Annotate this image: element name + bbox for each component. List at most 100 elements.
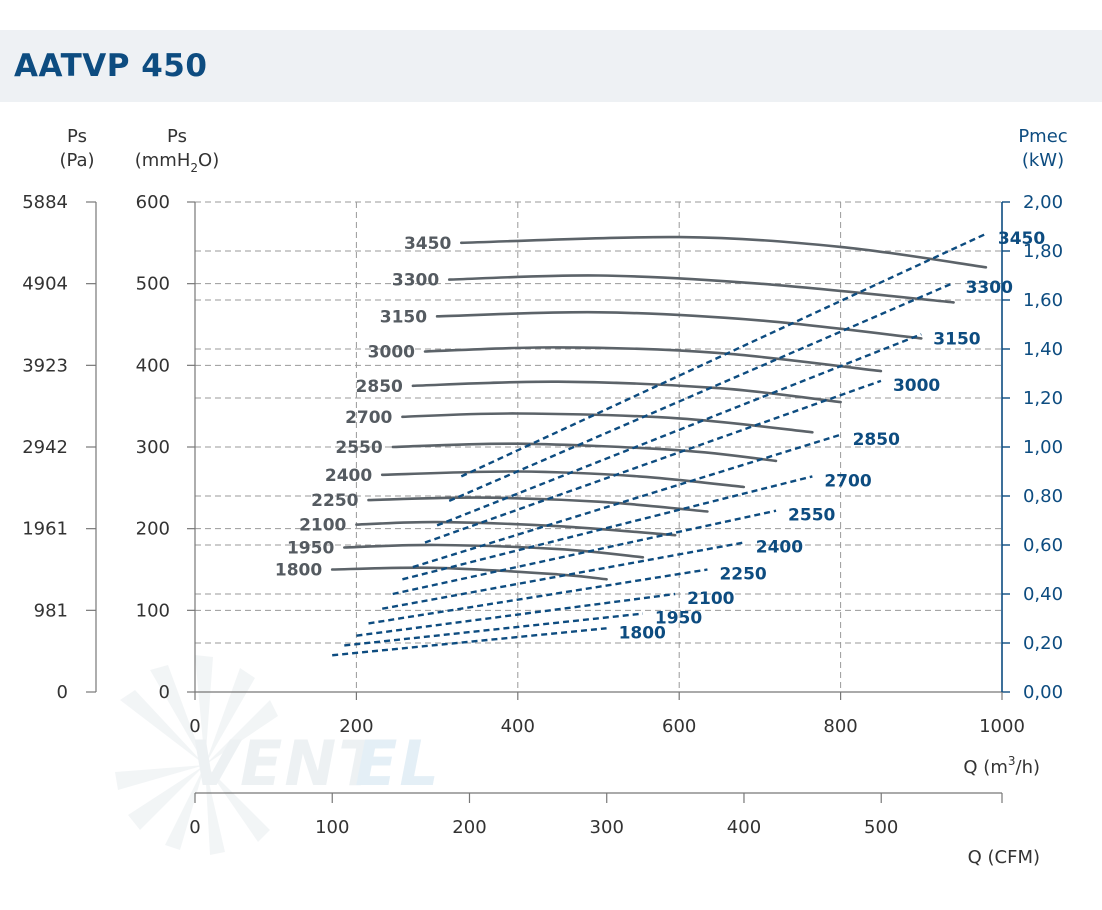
left-mmh2o-tick-label: 100 xyxy=(136,600,170,621)
pressure-curves: 3450 3300 3150 3000 2850 2700 2550 2400 2250 2100… xyxy=(275,234,988,581)
pressure-curve-label: 3150 xyxy=(380,307,427,327)
chart-grid xyxy=(195,201,1002,692)
left-mmh2o-axis-label: Ps xyxy=(167,126,187,147)
right-axis-tick-label: 1,40 xyxy=(1023,339,1063,360)
pressure-curve-label: 3300 xyxy=(392,271,439,291)
pressure-curve-1800 xyxy=(330,566,608,581)
power-curve-label: 2850 xyxy=(853,430,900,450)
pressure-curve-2550 xyxy=(391,442,778,463)
power-curve-1950 xyxy=(344,612,644,647)
x-m3h-tick-label: 1000 xyxy=(979,716,1025,737)
power-curve-label: 3300 xyxy=(966,278,1013,298)
left-pa-axis-unit: (Pa) xyxy=(59,150,94,171)
right-axis-tick-label: 0,60 xyxy=(1023,535,1063,556)
power-curve-2700 xyxy=(402,475,813,581)
power-curve-label: 2400 xyxy=(756,538,803,558)
power-curve-2100 xyxy=(356,592,676,637)
right-axis-tick-label: 1,00 xyxy=(1023,437,1063,458)
pressure-curve-3450 xyxy=(460,235,988,269)
axis-ticks: 2,00 1,80 1,60 1,40 1,20 1,00 0,80 0,60 0,40 0,20… xyxy=(22,192,1063,838)
svg-text:VENT: VENT xyxy=(190,727,385,800)
pressure-curve-label: 2250 xyxy=(311,491,358,511)
x-cfm-tick-label: 0 xyxy=(189,817,200,838)
right-axis-tick-label: 1,80 xyxy=(1023,241,1063,262)
power-curve-label: 2700 xyxy=(824,471,871,491)
pressure-curve-3150 xyxy=(435,310,923,340)
left-mmh2o-tick-label: 0 xyxy=(159,682,170,703)
power-curve-label: 2100 xyxy=(687,589,734,609)
left-mmh2o-tick-label: 400 xyxy=(136,355,170,376)
pressure-curve-label: 3450 xyxy=(404,234,451,254)
x-m3h-tick-label: 0 xyxy=(189,716,200,737)
power-curve-3150 xyxy=(436,333,922,527)
left-mmh2o-axis-unit: (mmH2O) xyxy=(135,150,219,175)
left-pa-tick-label: 5884 xyxy=(22,192,68,213)
x-cfm-tick-label: 500 xyxy=(864,817,898,838)
x-cfm-tick-label: 300 xyxy=(590,817,624,838)
x-m3h-tick-label: 600 xyxy=(662,716,696,737)
power-curve-2850 xyxy=(412,433,841,569)
pressure-curve-2700 xyxy=(401,412,814,434)
x-m3h-axis-label: Q (m3/h) xyxy=(963,754,1040,778)
pressure-curve-2100 xyxy=(355,520,677,537)
right-power-axis-unit: (kW) xyxy=(1022,150,1064,171)
pressure-curve-label: 2700 xyxy=(345,408,392,428)
pressure-curve-1950 xyxy=(343,543,645,559)
left-pa-tick-label: 0 xyxy=(57,682,68,703)
pressure-curve-2400 xyxy=(380,470,746,489)
x-m3h-tick-label: 200 xyxy=(339,716,373,737)
pressure-curve-label: 2550 xyxy=(335,438,382,458)
power-curve-label: 3450 xyxy=(998,229,1045,249)
ventel-watermark-logo: VENT EL xyxy=(115,655,441,855)
left-pa-axis-label: Ps xyxy=(67,126,87,147)
power-curve-label: 1950 xyxy=(655,609,702,629)
left-pa-tick-label: 981 xyxy=(34,600,68,621)
x-cfm-axis-label: Q (CFM) xyxy=(968,847,1040,868)
power-curve-1800 xyxy=(332,627,607,657)
right-axis-tick-label: 0,40 xyxy=(1023,584,1063,605)
power-curve-label: 3000 xyxy=(893,376,940,396)
right-axis-tick-label: 0,80 xyxy=(1023,486,1063,507)
pressure-curve-label: 2850 xyxy=(356,377,403,397)
right-axis-tick-label: 0,00 xyxy=(1023,682,1063,703)
pressure-curve-3000 xyxy=(423,346,883,373)
power-curve-label: 3150 xyxy=(933,329,980,349)
power-curve-2550 xyxy=(392,509,777,596)
power-curve-2400 xyxy=(382,541,744,610)
x-m3h-tick-label: 800 xyxy=(823,716,857,737)
left-pa-tick-label: 4904 xyxy=(22,274,68,295)
left-pa-tick-label: 2942 xyxy=(22,437,68,458)
pressure-curve-2250 xyxy=(367,496,709,513)
pressure-curve-2850 xyxy=(411,380,842,404)
power-curve-label: 2550 xyxy=(788,506,835,526)
left-pa-tick-label: 1961 xyxy=(22,519,68,540)
right-axis-tick-label: 1,60 xyxy=(1023,290,1063,311)
left-mmh2o-tick-label: 600 xyxy=(136,192,170,213)
pressure-curve-label: 2100 xyxy=(299,516,346,536)
pressure-curve-label: 3000 xyxy=(368,342,415,362)
x-cfm-tick-label: 200 xyxy=(452,817,486,838)
chart-title: AATVP 450 xyxy=(14,48,208,84)
pressure-curve-label: 1950 xyxy=(287,538,334,558)
svg-text:EL: EL xyxy=(355,727,441,800)
x-cfm-tick-label: 100 xyxy=(315,817,349,838)
pressure-curve-label: 2400 xyxy=(325,466,372,486)
left-mmh2o-tick-label: 300 xyxy=(136,437,170,458)
power-curve-3300 xyxy=(448,281,955,503)
right-axis-tick-label: 1,20 xyxy=(1023,388,1063,409)
power-curve-3450 xyxy=(460,232,987,478)
right-axis-tick-label: 2,00 xyxy=(1023,192,1063,213)
pressure-curve-3300 xyxy=(447,274,955,304)
left-mmh2o-tick-label: 500 xyxy=(136,274,170,295)
left-mmh2o-tick-label: 200 xyxy=(136,519,170,540)
right-axis-tick-label: 0,20 xyxy=(1023,633,1063,654)
left-pa-tick-label: 3923 xyxy=(22,355,68,376)
pressure-curve-label: 1800 xyxy=(275,561,322,581)
power-curve-3000 xyxy=(424,379,882,544)
right-power-axis-label: Pmec xyxy=(1018,126,1067,147)
power-curve-label: 1800 xyxy=(619,623,666,643)
x-cfm-tick-label: 400 xyxy=(727,817,761,838)
x-m3h-tick-label: 400 xyxy=(501,716,535,737)
power-curve-2250 xyxy=(368,568,708,625)
